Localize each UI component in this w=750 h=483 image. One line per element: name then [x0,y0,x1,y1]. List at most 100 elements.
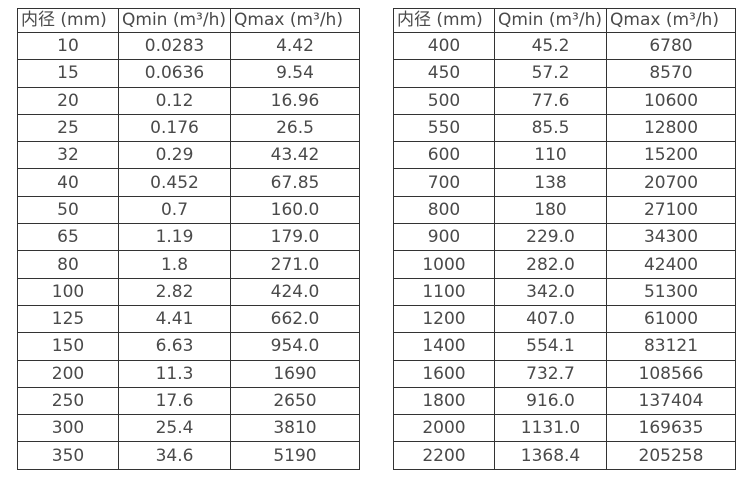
table-cell: 65 [17,223,119,252]
table-cell: 17.6 [118,386,231,416]
table-cell: 250 [17,386,119,416]
table-row: 25 0.176 26.5 [17,113,360,143]
table-row: 1000 282.0 42400 [393,250,736,279]
table-cell: 1.19 [118,223,231,252]
table-cell: 15 [17,59,119,88]
header-row: 内径 (mm) Qmin (m³/h) Qmax (m³/h) [393,8,736,33]
table-row: 125 4.41 662.0 [17,304,360,334]
table-row: 500 77.6 10600 [393,86,736,115]
table-cell: 1400 [393,332,495,361]
table-cell: 20700 [606,168,736,197]
table-row: 600 110 15200 [393,141,736,170]
table-cell: 2200 [393,441,495,470]
table-row: 800 180 27100 [393,195,736,225]
table-cell: 450 [393,59,495,88]
column-header: 内径 (mm) [393,8,495,33]
table-cell: 300 [17,414,119,443]
table-row: 2000 1131.0 169635 [393,414,736,443]
table-cell: 350 [17,441,119,470]
table-cell: 200 [17,359,119,388]
table-cell: 6.63 [118,332,231,361]
table-row: 1600 732.7 108566 [393,359,736,388]
table-cell: 0.0636 [118,59,231,88]
table-cell: 282.0 [494,250,607,279]
table-cell: 61000 [606,304,736,334]
table-cell: 5190 [230,441,360,470]
table-row: 1100 342.0 51300 [393,277,736,306]
table-cell: 2000 [393,414,495,443]
table-cell: 0.452 [118,168,231,197]
column-header: Qmin (m³/h) [494,8,607,33]
table-cell: 138 [494,168,607,197]
table-row: 32 0.29 43.42 [17,141,360,170]
column-header: Qmax (m³/h) [230,8,360,33]
table-cell: 26.5 [230,113,360,143]
table-cell: 67.85 [230,168,360,197]
table-cell: 15200 [606,141,736,170]
table-cell: 0.176 [118,113,231,143]
table-cell: 400 [393,31,495,61]
table-cell: 108566 [606,359,736,388]
table-cell: 6780 [606,31,736,61]
table-row: 300 25.4 3810 [17,414,360,443]
table-cell: 342.0 [494,277,607,306]
table-cell: 1800 [393,386,495,416]
table-cell: 50 [17,195,119,225]
table-cell: 40 [17,168,119,197]
table-cell: 77.6 [494,86,607,115]
table-cell: 600 [393,141,495,170]
table-cell: 2.82 [118,277,231,306]
table-row: 150 6.63 954.0 [17,332,360,361]
table-cell: 916.0 [494,386,607,416]
header-row: 内径 (mm) Qmin (m³/h) Qmax (m³/h) [17,8,360,33]
table-cell: 1690 [230,359,360,388]
table-row: 10 0.0283 4.42 [17,31,360,61]
table-cell: 100 [17,277,119,306]
table-cell: 83121 [606,332,736,361]
table-cell: 34.6 [118,441,231,470]
table-row: 15 0.0636 9.54 [17,59,360,88]
table-cell: 42400 [606,250,736,279]
table-cell: 45.2 [494,31,607,61]
table-row: 80 1.8 271.0 [17,250,360,279]
table-cell: 10600 [606,86,736,115]
column-header: Qmin (m³/h) [118,8,231,33]
table-cell: 424.0 [230,277,360,306]
table-cell: 1000 [393,250,495,279]
table-cell: 160.0 [230,195,360,225]
table-row: 1200 407.0 61000 [393,304,736,334]
table-cell: 4.41 [118,304,231,334]
table-cell: 51300 [606,277,736,306]
table-cell: 2650 [230,386,360,416]
table-cell: 550 [393,113,495,143]
table-cell: 20 [17,86,119,115]
table-cell: 900 [393,223,495,252]
table-cell: 205258 [606,441,736,470]
table-cell: 169635 [606,414,736,443]
table-row: 250 17.6 2650 [17,386,360,416]
table-cell: 229.0 [494,223,607,252]
table-cell: 407.0 [494,304,607,334]
table-row: 50 0.7 160.0 [17,195,360,225]
table-cell: 27100 [606,195,736,225]
table-cell: 32 [17,141,119,170]
table-cell: 179.0 [230,223,360,252]
table-cell: 1100 [393,277,495,306]
table-cell: 180 [494,195,607,225]
table-cell: 137404 [606,386,736,416]
table-cell: 25.4 [118,414,231,443]
table-cell: 57.2 [494,59,607,88]
table-row: 20 0.12 16.96 [17,86,360,115]
column-header: 内径 (mm) [17,8,119,33]
table-cell: 125 [17,304,119,334]
table-row: 350 34.6 5190 [17,441,360,470]
table-cell: 8570 [606,59,736,88]
table-row: 100 2.82 424.0 [17,277,360,306]
table-cell: 800 [393,195,495,225]
table-cell: 110 [494,141,607,170]
table-cell: 1200 [393,304,495,334]
table-cell: 12800 [606,113,736,143]
table-row: 550 85.5 12800 [393,113,736,143]
table-cell: 1368.4 [494,441,607,470]
